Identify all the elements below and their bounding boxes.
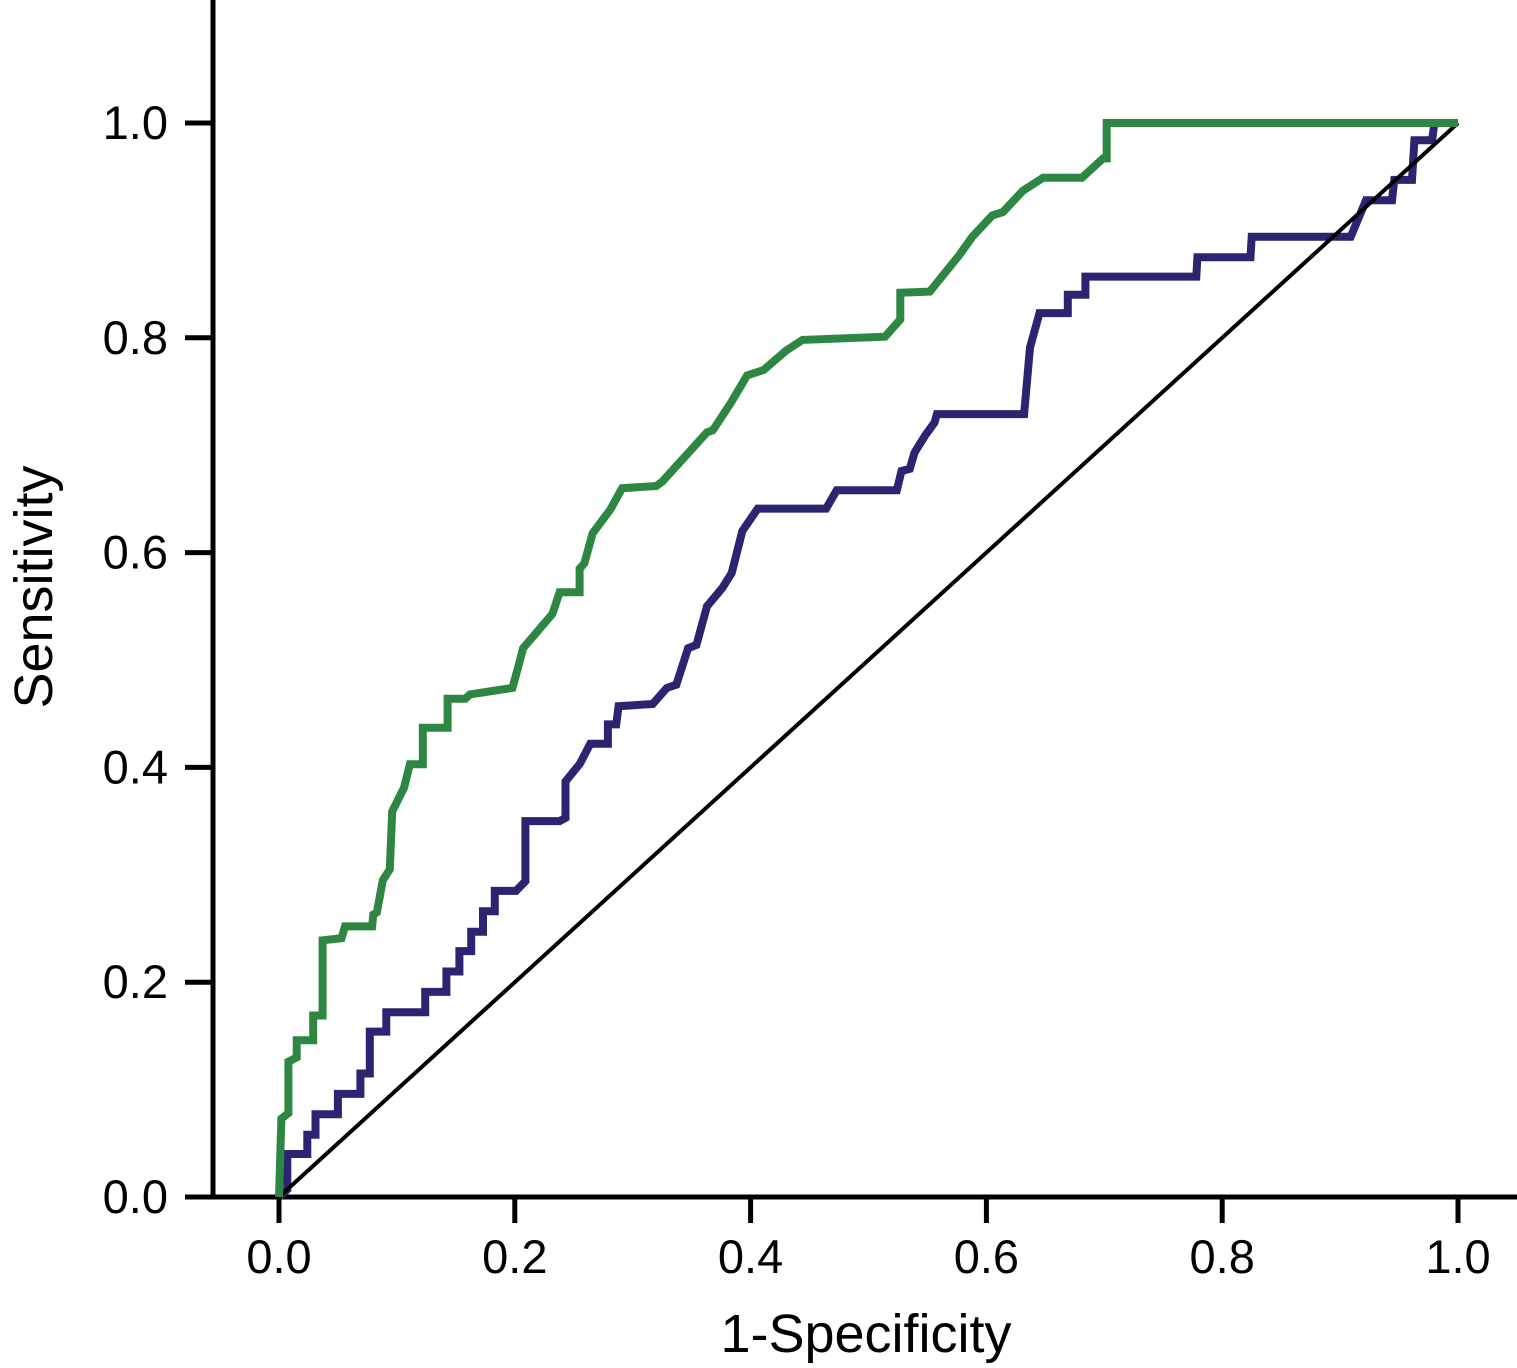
y-tick-label-0.6: 0.6 bbox=[103, 526, 168, 579]
x-axis-ticks: 0.0 0.2 0.4 0.6 0.8 1.0 bbox=[246, 1197, 1491, 1283]
reference-diagonal bbox=[277, 121, 1460, 1199]
green-roc-curve bbox=[275, 119, 1458, 1198]
x-tick-label-0.6: 0.6 bbox=[954, 1230, 1019, 1283]
x-tick-label-0.0: 0.0 bbox=[246, 1230, 311, 1283]
y-tick-label-0.2: 0.2 bbox=[103, 955, 168, 1008]
x-tick-label-0.4: 0.4 bbox=[718, 1230, 783, 1283]
x-tick-label-0.8: 0.8 bbox=[1190, 1230, 1255, 1283]
x-tick-label-0.2: 0.2 bbox=[482, 1230, 547, 1283]
x-axis-title: 1-Specificity bbox=[720, 1304, 1011, 1364]
navy-roc-curve bbox=[276, 119, 1458, 1200]
plot-series bbox=[275, 119, 1460, 1200]
x-tick-label-1.0: 1.0 bbox=[1425, 1230, 1490, 1283]
y-tick-label-0.0: 0.0 bbox=[103, 1170, 168, 1223]
y-tick-label-0.4: 0.4 bbox=[103, 740, 168, 793]
y-axis-ticks: 0.0 0.2 0.4 0.6 0.8 1.0 bbox=[103, 96, 213, 1223]
y-tick-label-1.0: 1.0 bbox=[103, 96, 168, 149]
y-tick-label-0.8: 0.8 bbox=[103, 311, 168, 364]
y-axis-title: Sensitivity bbox=[4, 465, 64, 708]
